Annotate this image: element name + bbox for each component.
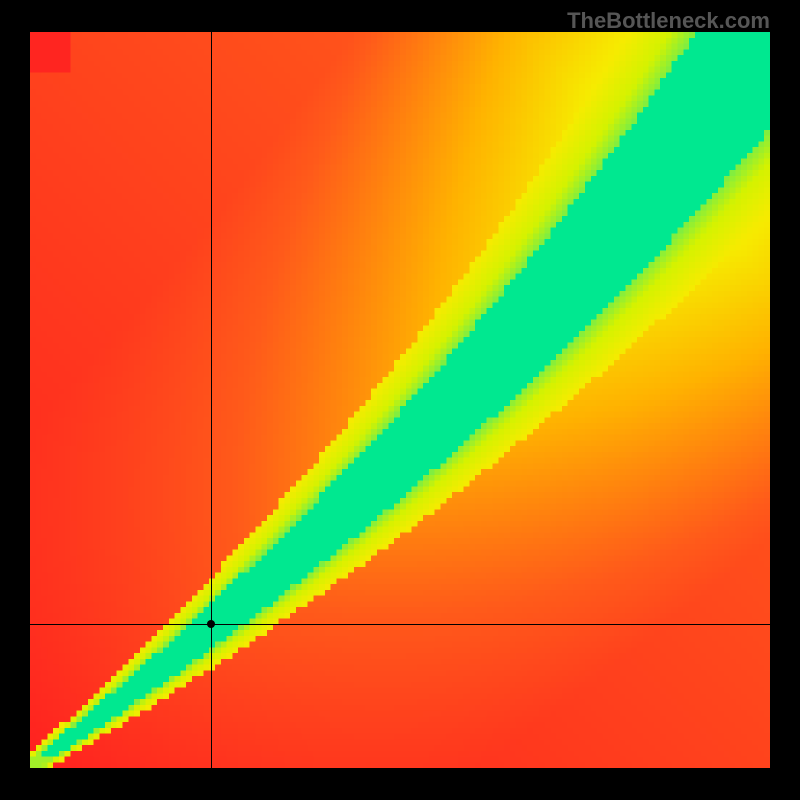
chart-frame: TheBottleneck.com xyxy=(0,0,800,800)
heatmap-canvas xyxy=(30,32,770,768)
crosshair-marker xyxy=(207,620,215,628)
plot-area xyxy=(30,32,770,768)
watermark-text: TheBottleneck.com xyxy=(567,8,770,34)
crosshair-vertical xyxy=(211,32,212,768)
crosshair-horizontal xyxy=(30,624,770,625)
